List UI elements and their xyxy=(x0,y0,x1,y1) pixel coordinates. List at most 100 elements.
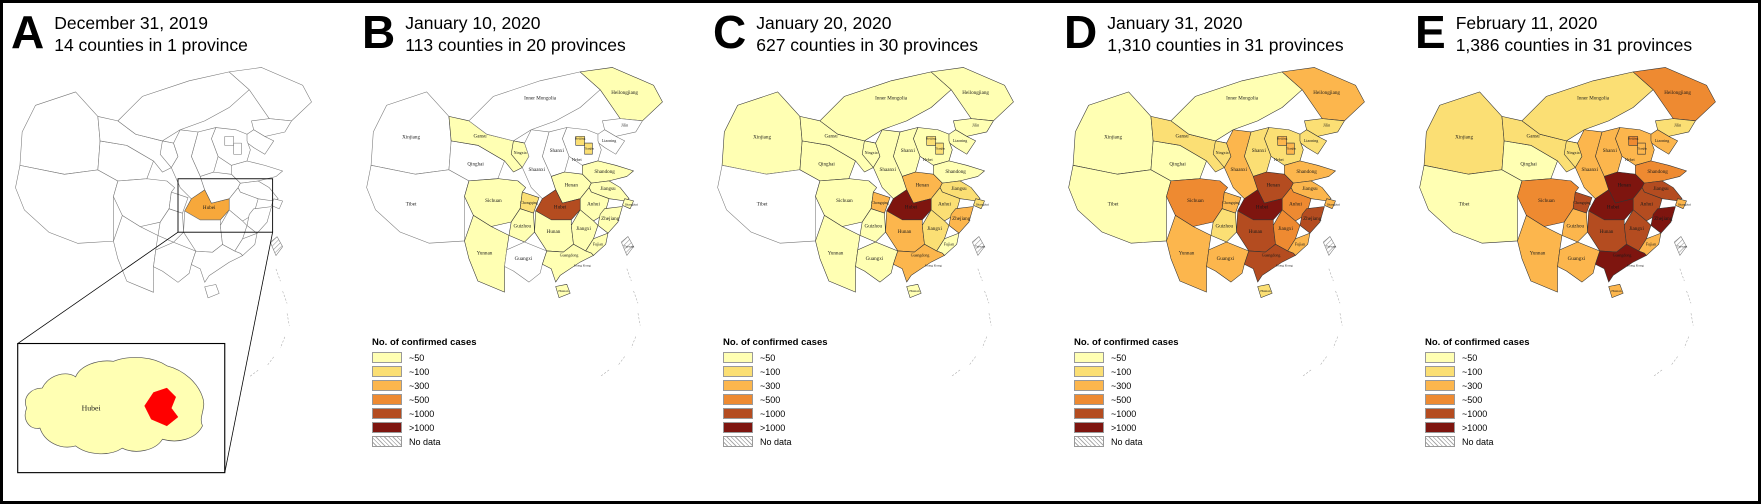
legend-label: ~1000 xyxy=(1111,408,1137,419)
province-label-guangdong: Guangdong xyxy=(1262,253,1281,258)
province-label-hainan: Hainan xyxy=(1611,289,1621,293)
province-inner-mongolia xyxy=(1521,71,1654,142)
province-label-inner-mongolia: Inner Mongolia xyxy=(1577,96,1610,102)
legend-row: ~1000 xyxy=(1425,408,1530,419)
legend-rows: ~50 ~100 ~300 ~500 ~1000 >1000 No data xyxy=(1425,352,1530,447)
province-label-guangdong: Guangdong xyxy=(1613,253,1632,258)
legend-swatch xyxy=(372,366,402,377)
province-guangdong xyxy=(893,243,945,283)
panel-b-title: January 10, 2020 113 counties in 20 prov… xyxy=(405,13,626,56)
panel-a-date: December 31, 2019 xyxy=(54,13,208,33)
panel-e-header: E February 11, 2020 1,386 counties in 31… xyxy=(1415,9,1692,56)
legend-swatch xyxy=(723,408,753,419)
province-hainan xyxy=(204,284,220,299)
legend-label: ~300 xyxy=(1111,380,1132,391)
province-label-sichuan: Sichuan xyxy=(836,198,853,204)
legend-swatch xyxy=(1425,422,1455,433)
province-label-hebei: Hebei xyxy=(572,157,582,162)
province-label-xinjiang: Xinjiang xyxy=(753,135,771,141)
province-label-guangxi: Guangxi xyxy=(1217,256,1235,262)
legend-row: No data xyxy=(372,436,477,447)
province-label-shaanxi: Shaanxi xyxy=(1582,167,1599,173)
province-label-jiangsu: Jiangsu xyxy=(1302,186,1318,192)
legend-row: ~1000 xyxy=(1074,408,1179,419)
province-label-ningxia: Ningxia xyxy=(514,150,527,155)
province-label-inner-mongolia: Inner Mongolia xyxy=(1226,96,1259,102)
province-label-hong-kong: Hong Kong xyxy=(1627,264,1644,268)
legend-label: ~50 xyxy=(409,352,425,363)
province-label-guizhou: Guizhou xyxy=(1567,224,1585,230)
province-label-hebei: Hebei xyxy=(1625,157,1635,162)
province-label-hubei: Hubei xyxy=(1256,205,1269,211)
legend-label: ~100 xyxy=(1462,366,1483,377)
province-label-taiwan: Taiwan xyxy=(1677,245,1688,249)
province-guangdong xyxy=(191,244,243,283)
province-label-ningxia: Ningxia xyxy=(865,150,878,155)
province-label-fujian: Fujian xyxy=(593,241,603,246)
hubei-zoom-box xyxy=(177,178,274,233)
legend-row: ~500 xyxy=(372,394,477,405)
legend-label: ~300 xyxy=(760,380,781,391)
legend-swatch xyxy=(1074,436,1104,447)
legend: No. of confirmed cases ~50 ~100 ~300 ~500 ~1… xyxy=(1074,337,1179,450)
china-map-panel-a: Hubei Hubei xyxy=(15,67,312,474)
legend-swatch xyxy=(1074,380,1104,391)
province-label-jiangsu: Jiangsu xyxy=(951,186,967,192)
legend-row: ~500 xyxy=(723,394,828,405)
province-tibet xyxy=(717,165,821,244)
province-label-hunan: Hunan xyxy=(898,229,912,235)
legend-swatch xyxy=(372,436,402,447)
province-label-hubei: Hubei xyxy=(905,205,918,211)
province-label-hainan: Hainan xyxy=(558,289,568,293)
legend-row: ~50 xyxy=(1425,352,1530,363)
province-label-tibet: Tibet xyxy=(1108,201,1119,207)
legend-swatch xyxy=(723,436,753,447)
province-label-hubei: Hubei xyxy=(1607,205,1620,211)
legend-row: >1000 xyxy=(723,422,828,433)
province-label-sichuan: Sichuan xyxy=(1538,198,1555,204)
legend-swatch xyxy=(1425,408,1455,419)
province-label-jilin: Jilin xyxy=(1323,122,1330,127)
legend-swatch xyxy=(372,408,402,419)
legend-rows: ~50 ~100 ~300 ~500 ~1000 >1000 No data xyxy=(723,352,828,447)
province-guangxi xyxy=(1206,241,1250,283)
panel-b-date: January 10, 2020 xyxy=(405,13,541,33)
province-label-henan: Henan xyxy=(1618,182,1632,188)
province-label-beijing: Beijing xyxy=(1628,137,1639,141)
province-label-shanghai: Shanghai xyxy=(625,202,638,206)
legend: No. of confirmed cases ~50 ~100 ~300 ~500 ~1… xyxy=(723,337,828,450)
province-guangxi xyxy=(855,241,899,283)
province-label-hainan: Hainan xyxy=(909,289,919,293)
province-label-tibet: Tibet xyxy=(1459,201,1470,207)
province-label-jiangsu: Jiangsu xyxy=(600,186,616,192)
legend-label: ~50 xyxy=(760,352,776,363)
panel-d: D January 31, 2020 1,310 counties in 31 … xyxy=(1056,3,1407,501)
province-label-shanghai: Shanghai xyxy=(976,202,989,206)
province-label-qinghai: Qinghai xyxy=(1169,161,1186,167)
province-label-liaoning: Liaoning xyxy=(1655,138,1669,143)
province-taiwan xyxy=(1323,236,1336,256)
province-label-jilin: Jilin xyxy=(1674,122,1681,127)
province-hainan xyxy=(906,284,922,298)
legend-swatch xyxy=(372,422,402,433)
panel-d-header: D January 31, 2020 1,310 counties in 31 … xyxy=(1064,9,1344,56)
province-label-beijing: Beijing xyxy=(575,137,586,141)
legend-label: ~300 xyxy=(409,380,430,391)
legend-row: ~100 xyxy=(372,366,477,377)
province-tibet xyxy=(15,165,119,244)
legend-title: No. of confirmed cases xyxy=(723,337,828,348)
province-heilongjiang xyxy=(228,67,312,122)
province-heilongjiang xyxy=(1281,67,1365,122)
province-guangxi xyxy=(1557,241,1601,283)
legend-label: ~500 xyxy=(760,394,781,405)
legend-swatch xyxy=(1074,394,1104,405)
province-label-sichuan: Sichuan xyxy=(485,198,502,204)
province-tibet xyxy=(1068,165,1172,244)
legend-label: ~50 xyxy=(1462,352,1478,363)
legend-row: ~300 xyxy=(372,380,477,391)
panel-e-title: February 11, 2020 1,386 counties in 31 p… xyxy=(1456,13,1692,56)
panel-c-title: January 20, 2020 627 counties in 30 prov… xyxy=(756,13,978,56)
province-label-anhui: Anhui xyxy=(938,201,951,207)
legend-label: ~300 xyxy=(1462,380,1483,391)
